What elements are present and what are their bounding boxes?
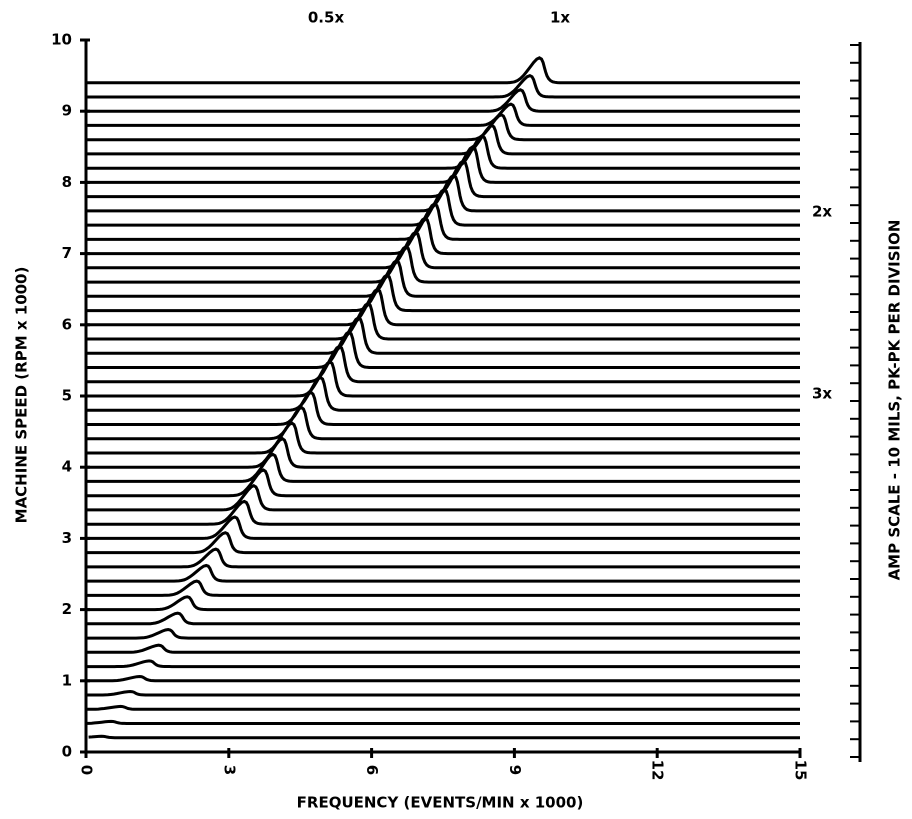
y-tick-label: 1 xyxy=(62,671,72,689)
spectrum-trace xyxy=(86,201,800,241)
spectrum-trace xyxy=(86,421,800,455)
spectrum-trace xyxy=(86,643,800,654)
spectrum-trace xyxy=(86,258,800,298)
spectrum-trace xyxy=(86,719,800,725)
spectrum-trace xyxy=(86,216,800,256)
spectrum-trace xyxy=(86,113,800,142)
x-tick-label: 12 xyxy=(649,760,667,781)
spectrum-trace xyxy=(86,468,800,498)
spectrum-trace xyxy=(86,56,800,85)
y-tick-label: 5 xyxy=(62,387,72,405)
spectrum-trace xyxy=(86,73,800,99)
spectrum-trace xyxy=(86,273,800,313)
spectrum-trace xyxy=(86,484,800,512)
annotation: 1x xyxy=(550,9,570,27)
x-tick-label: 6 xyxy=(363,765,381,775)
y-tick-label: 9 xyxy=(62,102,72,120)
spectrum-trace xyxy=(86,436,800,469)
spectrum-trace xyxy=(86,344,800,384)
spectrum-trace xyxy=(86,674,800,683)
spectrum-trace xyxy=(86,515,800,540)
y-tick-label: 7 xyxy=(62,244,72,262)
y-tick-label: 4 xyxy=(62,458,72,476)
spectrum-trace xyxy=(86,315,800,355)
spectrum-trace xyxy=(86,287,800,327)
spectrum-trace xyxy=(86,689,800,697)
y-tick-label: 2 xyxy=(62,600,72,618)
spectrum-trace xyxy=(86,579,800,597)
x-tick-label: 3 xyxy=(220,765,238,775)
annotation: 3x xyxy=(812,385,832,403)
spectrum-trace xyxy=(86,659,800,669)
spectrum-trace xyxy=(86,563,800,583)
y-tick-label: 0 xyxy=(62,743,72,761)
spectrum-trace xyxy=(86,499,800,526)
spectrum-trace xyxy=(86,330,800,369)
spectrum-trace xyxy=(86,704,800,711)
spectrum-trace xyxy=(86,627,800,640)
spectrum-trace xyxy=(86,301,800,341)
x-tick-label: 0 xyxy=(78,765,96,775)
spectrum-trace xyxy=(86,531,800,555)
spectrum-trace xyxy=(86,123,800,156)
annotation: 0.5x xyxy=(308,9,345,27)
spectrum-trace xyxy=(86,375,800,412)
y2-axis-label: AMP SCALE - 10 MILS, PK-PK PER DIVISION xyxy=(886,220,904,581)
spectrum-trace xyxy=(86,390,800,426)
spectrum-trace xyxy=(86,134,800,170)
spectrum-trace xyxy=(86,144,800,184)
spectrum-trace xyxy=(86,102,800,127)
spectrum-trace xyxy=(86,159,800,199)
y-tick-label: 10 xyxy=(51,31,72,49)
x-tick-label: 9 xyxy=(506,765,524,775)
y-axis-label: MACHINE SPEED (RPM x 1000) xyxy=(13,267,31,524)
spectrum-trace xyxy=(86,595,800,612)
spectrum-trace xyxy=(86,244,800,284)
spectrum-trace xyxy=(86,452,800,483)
x-axis-label: FREQUENCY (EVENTS/MIN x 1000) xyxy=(297,794,584,812)
spectrum-trace xyxy=(86,88,800,113)
spectrum-trace xyxy=(86,611,800,626)
y-tick-label: 8 xyxy=(62,173,72,191)
y-tick-label: 6 xyxy=(62,315,72,333)
spectrum-trace xyxy=(86,187,800,227)
x-tick-label: 15 xyxy=(792,760,810,781)
spectrum-trace xyxy=(88,734,800,740)
spectrum-trace xyxy=(86,230,800,270)
spectrum-trace xyxy=(86,547,800,569)
spectrum-trace xyxy=(86,359,800,398)
y-tick-label: 3 xyxy=(62,529,72,547)
spectrum-trace xyxy=(86,405,800,441)
annotation: 2x xyxy=(812,203,832,221)
